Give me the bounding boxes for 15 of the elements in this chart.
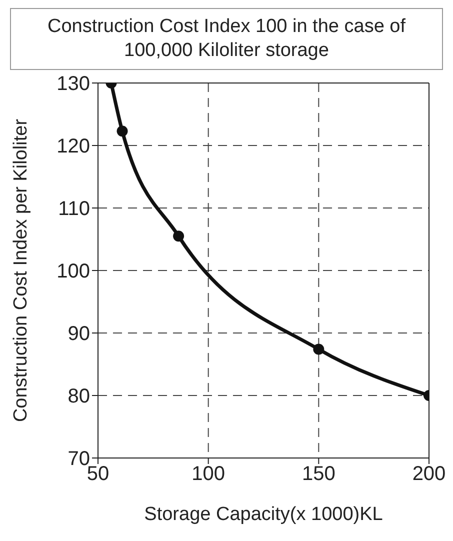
x-tick-label: 150 xyxy=(302,463,336,486)
y-tick-label: 130 xyxy=(56,73,90,96)
x-tick-label: 50 xyxy=(86,463,110,486)
y-tick-label: 110 xyxy=(58,198,90,220)
x-axis-title: Storage Capacity(x 1000)KL xyxy=(144,504,383,525)
x-tick-label: 200 xyxy=(412,463,446,486)
y-tick-label: 80 xyxy=(68,386,90,408)
x-tick-label: 100 xyxy=(192,463,226,486)
y-axis-title: Construction Cost Index per Kiloliter xyxy=(10,118,32,422)
y-tick-label: 100 xyxy=(56,260,90,283)
point xyxy=(173,230,184,242)
point xyxy=(116,126,128,137)
y-tick-label: 120 xyxy=(56,136,90,158)
y-tick-label: 90 xyxy=(68,323,90,346)
chart-title: Construction Cost Index 100 in the case of 100,000 Kiloliter storage xyxy=(10,8,443,70)
